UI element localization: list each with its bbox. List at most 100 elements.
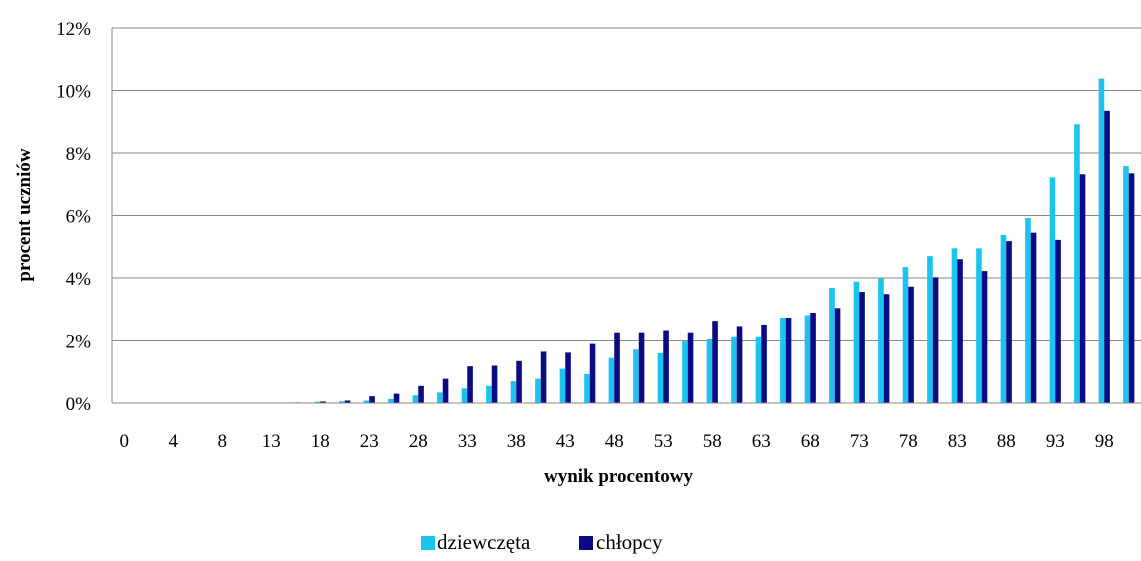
bar-dziewczeta — [560, 369, 566, 403]
y-tick-label: 12% — [56, 19, 91, 40]
x-tick-label: 8 — [218, 431, 228, 452]
bar-dziewczeta — [780, 318, 786, 403]
y-tick-label: 4% — [66, 269, 92, 290]
bar-chlopcy — [1129, 173, 1135, 403]
x-tick-label: 58 — [703, 431, 722, 452]
x-tick-label: 38 — [507, 431, 526, 452]
bar-chlopcy — [516, 361, 522, 403]
bars — [266, 79, 1135, 403]
bar-dziewczeta — [658, 353, 664, 403]
bar-dziewczeta — [388, 399, 394, 403]
bar-chlopcy — [565, 352, 571, 403]
bar-dziewczeta — [486, 386, 492, 403]
bar-chlopcy — [884, 294, 890, 403]
bar-chlopcy — [810, 313, 816, 403]
bar-chlopcy — [639, 333, 645, 403]
x-tick-label: 43 — [556, 431, 575, 452]
bar-chlopcy — [688, 333, 694, 403]
x-tick-label: 53 — [654, 431, 673, 452]
bar-dziewczeta — [682, 341, 688, 403]
bar-dziewczeta — [878, 279, 884, 403]
bar-dziewczeta — [805, 316, 811, 404]
x-axis-title: wynik procentowy — [544, 466, 694, 487]
bar-dziewczeta — [1050, 177, 1056, 403]
x-tick-label: 13 — [262, 431, 281, 452]
bar-dziewczeta — [854, 282, 860, 403]
x-tick-label: 4 — [169, 431, 179, 452]
bar-dziewczeta — [1123, 166, 1129, 403]
x-tick-label: 68 — [801, 431, 820, 452]
bar-chlopcy — [590, 344, 596, 403]
x-tick-label: 0 — [120, 431, 130, 452]
bar-chlopcy — [786, 318, 792, 403]
x-tick-label: 63 — [752, 431, 771, 452]
x-tick-label: 33 — [458, 431, 477, 452]
x-tick-label: 78 — [899, 431, 918, 452]
bar-dziewczeta — [633, 349, 639, 403]
x-tick-label: 93 — [1046, 431, 1065, 452]
bar-dziewczeta — [952, 248, 958, 403]
y-tick-labels: 0% 2% 4% 6% 8% 10% 12% — [56, 19, 91, 415]
bar-dziewczeta — [707, 339, 713, 403]
bar-chlopcy — [614, 333, 620, 403]
bar-dziewczeta — [584, 374, 590, 403]
bar-dziewczeta — [756, 337, 762, 403]
x-tick-label: 23 — [360, 431, 379, 452]
y-tick-label: 2% — [66, 332, 92, 353]
bar-chlopcy — [933, 277, 939, 403]
x-tick-label: 48 — [605, 431, 624, 452]
bar-chlopcy — [1031, 233, 1037, 403]
y-tick-label: 10% — [56, 82, 91, 103]
bar-chlopcy — [1006, 241, 1012, 403]
bar-dziewczeta — [903, 267, 909, 403]
y-axis-title: procent uczniów — [14, 148, 35, 281]
bar-chlopcy — [957, 259, 963, 403]
y-tick-label: 0% — [66, 394, 92, 415]
bar-chlopcy — [982, 271, 988, 403]
bar-chlopcy — [712, 321, 718, 403]
x-tick-label: 18 — [311, 431, 330, 452]
bar-chlopcy — [1080, 174, 1086, 403]
x-tick-label: 98 — [1095, 431, 1114, 452]
bar-chlopcy — [467, 366, 473, 403]
legend: dziewczęta chłopcy — [421, 530, 663, 554]
bar-dziewczeta — [535, 379, 541, 403]
bar-dziewczeta — [437, 392, 443, 403]
bar-dziewczeta — [927, 256, 933, 403]
legend-label-chlopcy: chłopcy — [596, 530, 663, 554]
bar-chlopcy — [737, 326, 743, 403]
bar-chlopcy — [492, 366, 498, 404]
bar-chlopcy — [443, 379, 449, 403]
bar-dziewczeta — [413, 395, 419, 403]
bar-dziewczeta — [976, 248, 982, 403]
y-tick-label: 6% — [66, 207, 92, 228]
legend-swatch-chlopcy — [579, 536, 593, 550]
bar-dziewczeta — [511, 381, 517, 403]
bar-dziewczeta — [1074, 124, 1080, 403]
legend-label-dziewczeta: dziewczęta — [437, 530, 531, 554]
bar-dziewczeta — [462, 388, 468, 403]
bar-chlopcy — [859, 292, 865, 403]
x-tick-label: 28 — [409, 431, 428, 452]
legend-swatch-dziewczeta — [421, 536, 435, 550]
bar-chlopcy — [394, 394, 400, 403]
bar-chlopcy — [1104, 111, 1110, 403]
bar-dziewczeta — [1025, 218, 1031, 403]
bar-dziewczeta — [731, 337, 737, 403]
bar-dziewczeta — [829, 288, 835, 403]
bar-chlopcy — [1055, 240, 1061, 403]
bar-chlopcy — [908, 287, 914, 403]
bar-dziewczeta — [609, 358, 615, 403]
bar-chlopcy — [369, 396, 375, 403]
bar-chlopcy — [835, 308, 841, 403]
bar-chlopcy — [761, 325, 767, 403]
bar-chlopcy — [663, 331, 669, 404]
bar-chlopcy — [418, 386, 424, 403]
x-tick-label: 88 — [997, 431, 1016, 452]
bar-dziewczeta — [1099, 79, 1105, 403]
x-tick-label: 83 — [948, 431, 967, 452]
y-tick-label: 8% — [66, 144, 92, 165]
